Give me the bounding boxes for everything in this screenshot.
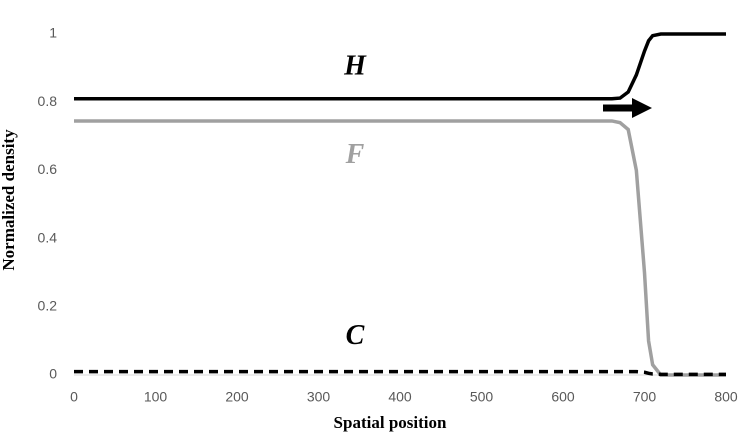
series-label: F: [345, 139, 365, 170]
x-tick-label: 600: [551, 389, 575, 405]
x-axis-title: Spatial position: [334, 413, 447, 432]
x-tick-label: 200: [225, 389, 249, 405]
y-tick-label: 1: [49, 25, 57, 41]
x-tick-label: 700: [633, 389, 657, 405]
series-label: C: [346, 320, 365, 351]
x-tick-label: 0: [70, 389, 78, 405]
series-line: [74, 32, 726, 101]
y-axis-title: Normalized density: [0, 129, 18, 271]
y-tick-label: 0.2: [38, 298, 58, 314]
y-tick-label: 0: [49, 366, 57, 382]
x-tick-label: 100: [144, 389, 168, 405]
x-tick-label: 800: [714, 389, 738, 405]
series-label: H: [343, 51, 367, 82]
y-tick-label: 0.6: [38, 161, 58, 177]
x-tick-label: 400: [388, 389, 412, 405]
series-line: [74, 369, 726, 377]
x-tick-label: 300: [307, 389, 331, 405]
y-tick-label: 0.4: [38, 229, 58, 245]
arrow: [603, 98, 652, 118]
series-line: [74, 119, 726, 377]
y-tick-label: 0.8: [38, 93, 58, 109]
x-tick-label: 500: [470, 389, 494, 405]
